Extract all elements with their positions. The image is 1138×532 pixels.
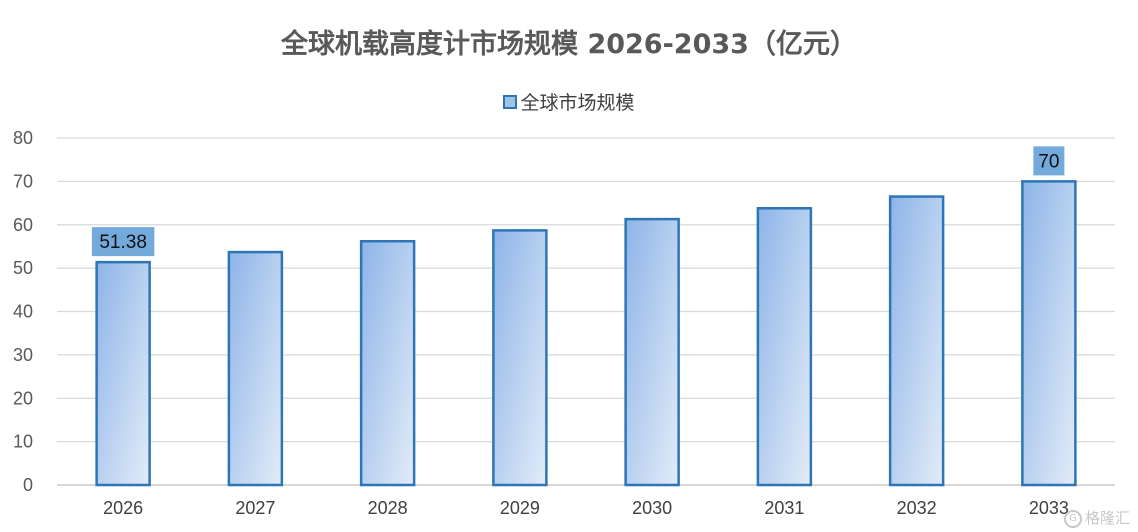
bar xyxy=(95,260,151,487)
y-tick-label: 50 xyxy=(13,258,33,278)
data-label-box xyxy=(1033,146,1065,176)
bar xyxy=(492,229,548,487)
x-tick-label: 2027 xyxy=(235,498,275,518)
y-tick-label: 30 xyxy=(13,345,33,365)
watermark-text: 格隆汇 xyxy=(1084,509,1130,527)
x-tick-label: 2031 xyxy=(764,498,804,518)
bar xyxy=(1021,180,1077,487)
x-tick-label: 2033 xyxy=(1029,498,1069,518)
legend: 全球市场规模 xyxy=(0,88,1138,115)
chart-title: 全球机载高度计市场规模 2026-2033（亿元） xyxy=(281,29,857,60)
y-tick-label: 0 xyxy=(23,475,33,495)
y-axis: 0 10 20 30 40 50 60 70 80 xyxy=(13,128,33,495)
bar xyxy=(756,207,813,487)
y-tick-label: 70 xyxy=(13,171,33,191)
bar xyxy=(624,217,680,487)
data-label: 51.38 xyxy=(99,232,147,253)
bars xyxy=(95,180,1077,487)
y-tick-label: 60 xyxy=(13,215,33,235)
data-label: 70 xyxy=(1038,151,1059,172)
x-tick-label: 2030 xyxy=(632,498,672,518)
x-tick-label: 2026 xyxy=(103,498,143,518)
grid-lines xyxy=(57,137,1115,486)
legend-swatch xyxy=(503,94,518,109)
x-tick-label: 2032 xyxy=(897,498,937,518)
bar xyxy=(227,250,284,487)
bar xyxy=(888,195,945,487)
y-tick-label: 80 xyxy=(13,128,33,148)
x-tick-label: 2028 xyxy=(368,498,408,518)
y-tick-label: 40 xyxy=(13,302,33,322)
x-tick-label: 2029 xyxy=(500,498,540,518)
bar xyxy=(359,239,416,487)
x-axis: 2026 2027 2028 2029 2030 2031 2032 2033 xyxy=(103,498,1069,518)
data-label-box xyxy=(91,227,155,257)
legend-label: 全球市场规模 xyxy=(520,92,635,114)
g-logo-icon: G xyxy=(1063,509,1082,528)
y-tick-label: 10 xyxy=(13,432,33,452)
data-labels: 51.38 70 xyxy=(91,146,1065,257)
watermark: G 格隆汇 xyxy=(1063,507,1130,528)
y-tick-label: 20 xyxy=(13,388,33,408)
